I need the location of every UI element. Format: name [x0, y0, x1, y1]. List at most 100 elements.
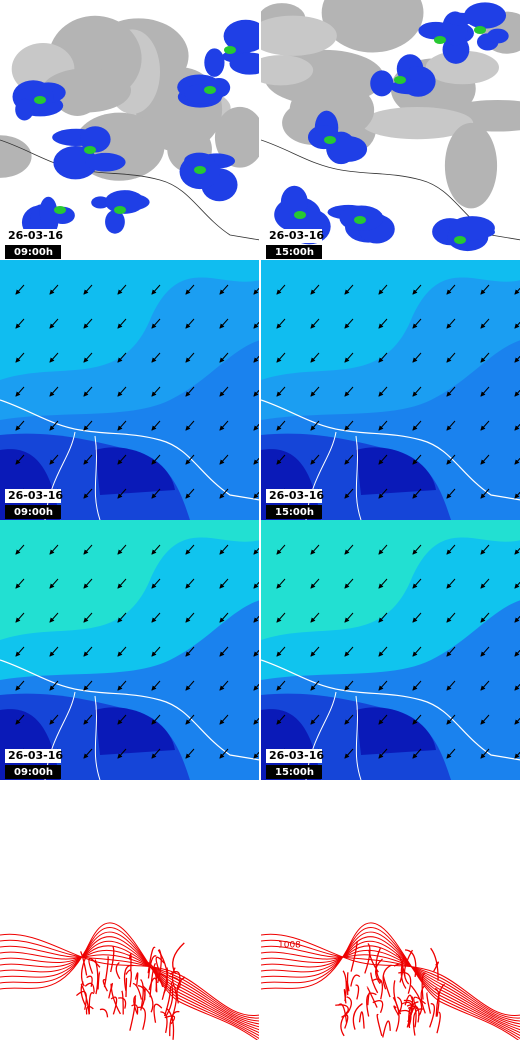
wind-zone [95, 707, 175, 755]
wind-arrow [185, 544, 195, 555]
isobar [346, 996, 353, 1014]
isobar [372, 1000, 384, 1014]
wind-arrow [49, 714, 59, 725]
wind-arrow [253, 751, 259, 759]
isobar [364, 942, 371, 974]
isobar [170, 989, 178, 1021]
wind-arrow [253, 457, 259, 465]
wind-arrow [514, 321, 520, 329]
isobar [261, 949, 520, 1025]
wind-arrow [219, 578, 229, 589]
wind-arrow [15, 318, 25, 329]
precipitation [53, 145, 98, 180]
wind-arrow [83, 420, 93, 431]
wind-arrow [378, 646, 388, 657]
date-box [266, 229, 322, 243]
wind-arrow [446, 578, 456, 589]
wind-arrow [446, 714, 456, 725]
wind-arrow [83, 488, 93, 499]
isobar [382, 964, 392, 990]
isobar [0, 931, 259, 1037]
border [355, 435, 362, 520]
cloud [425, 50, 499, 85]
isobar [436, 1011, 441, 1034]
isobar [0, 940, 259, 1031]
wind-arrow [378, 488, 388, 499]
isobar [261, 945, 520, 1022]
wind-arrow [310, 714, 320, 725]
wind-arrow [446, 454, 456, 465]
isobar [420, 985, 426, 1014]
wind-arrow [219, 612, 229, 623]
wind-arrow [151, 454, 161, 465]
wind-arrow [185, 386, 195, 397]
isobar [343, 989, 347, 1004]
time-box [266, 505, 322, 519]
wind-arrow [344, 680, 354, 691]
isobar [358, 1011, 365, 1029]
wind-arrow [276, 646, 286, 657]
wind-arrow [185, 680, 195, 691]
coastline [261, 399, 520, 501]
wind-arrow [83, 748, 93, 759]
isobar [352, 1003, 363, 1030]
panel-time: 09:00h [14, 247, 53, 258]
panel-date: 26-03-16 [269, 489, 324, 502]
precipitation-heavy [354, 216, 366, 224]
wind-arrow [151, 420, 161, 431]
isobar [88, 992, 95, 1015]
wind-arrow [49, 454, 59, 465]
wind-arrow [49, 544, 59, 555]
wind-arrow [344, 386, 354, 397]
coastline [0, 659, 259, 761]
isobar-label: 1008 [278, 941, 301, 951]
wind-arrow [480, 386, 490, 397]
wind-arrow [117, 284, 127, 295]
blank [0, 1008, 60, 1040]
wind-arrow [117, 612, 127, 623]
panel-date: 26-03-16 [8, 489, 63, 502]
wind-arrow [514, 581, 520, 589]
wind-arrow [344, 352, 354, 363]
wind-arrow [344, 544, 354, 555]
wind-arrow [185, 646, 195, 657]
wind-arrow [480, 284, 490, 295]
wind-arrow [83, 318, 93, 329]
wind-arrow [480, 578, 490, 589]
cloud [444, 122, 498, 209]
wind-arrow [219, 544, 229, 555]
wind-arrow [117, 578, 127, 589]
map-panel [0, 520, 259, 780]
wind-arrow [219, 646, 229, 657]
isobar [393, 1005, 399, 1015]
wind-arrow [49, 386, 59, 397]
wind-arrow [412, 386, 422, 397]
wind-arrow [378, 680, 388, 691]
isobar [0, 922, 259, 1040]
panel-date: 26-03-16 [8, 229, 63, 242]
isobar [155, 956, 165, 971]
wind-arrow [514, 491, 520, 499]
panel-date: 26-03-16 [269, 749, 324, 762]
wind-arrow [446, 748, 456, 759]
border [94, 435, 101, 520]
isobar [80, 956, 87, 987]
wind-arrow [344, 612, 354, 623]
isobar [355, 984, 360, 1000]
wind-arrow [185, 714, 195, 725]
isobar [421, 972, 426, 1000]
wind-arrow [514, 457, 520, 465]
isobar [398, 1009, 412, 1028]
wind-arrow [310, 612, 320, 623]
wind-arrow [446, 284, 456, 295]
wind-arrow [378, 714, 388, 725]
isobar [261, 922, 520, 1040]
wind-arrow [276, 420, 286, 431]
wind-arrow [151, 612, 161, 623]
precipitation [487, 28, 509, 44]
wind-arrow [446, 488, 456, 499]
wind-arrow [185, 318, 195, 329]
wind-arrow [480, 646, 490, 657]
wind-arrow [514, 683, 520, 691]
wind-arrow [514, 751, 520, 759]
